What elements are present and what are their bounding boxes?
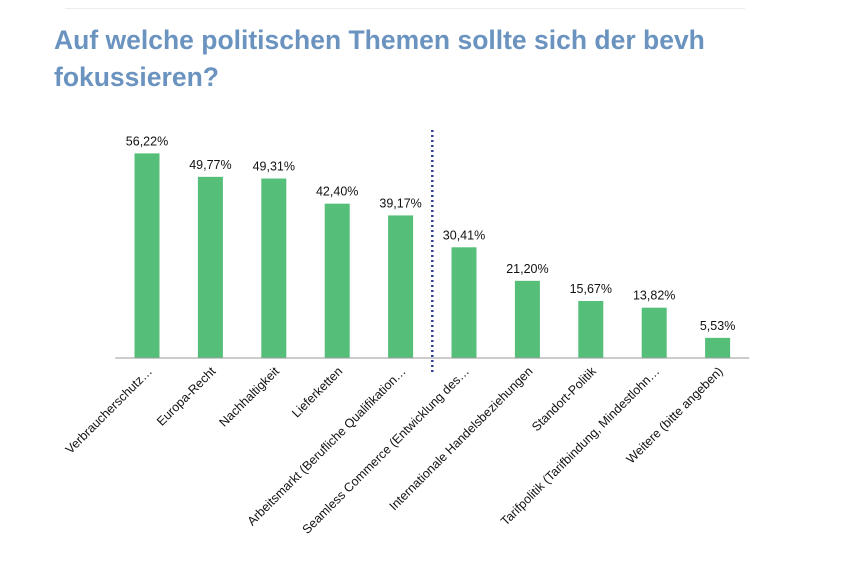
value-label-8: 13,82% xyxy=(633,289,675,303)
bar-0 xyxy=(134,153,160,358)
bar-8 xyxy=(641,307,667,358)
bar-2 xyxy=(261,178,287,358)
value-label-4: 39,17% xyxy=(379,196,421,210)
bar-4 xyxy=(388,215,414,358)
value-label-7: 15,67% xyxy=(570,282,612,296)
value-label-3: 42,40% xyxy=(316,185,358,199)
value-labels-group: 56,22% 49,77% 49,31% 42,40% 39,17% 30,41% 21,2… xyxy=(126,134,736,333)
category-label-0: Verbraucherschutz… xyxy=(63,364,155,456)
value-label-5: 30,41% xyxy=(443,228,485,242)
value-label-2: 49,31% xyxy=(253,160,295,174)
category-label-1: Europa-Recht xyxy=(154,364,219,429)
value-label-0: 56,22% xyxy=(126,134,168,148)
value-label-6: 21,20% xyxy=(506,262,548,276)
chart-title: Auf welche politischen Themen sollte sic… xyxy=(54,25,705,92)
bars-group xyxy=(134,153,731,358)
bar-3 xyxy=(324,203,350,358)
category-label-7: Standort-Politik xyxy=(529,364,599,434)
value-label-9: 5,53% xyxy=(700,319,735,333)
value-label-1: 49,77% xyxy=(189,158,231,172)
category-label-3: Lieferketten xyxy=(289,364,345,420)
category-label-2: Nachhaltigkeit xyxy=(217,364,283,430)
bar-6 xyxy=(514,280,540,358)
bar-5 xyxy=(451,247,477,358)
bar-9 xyxy=(705,337,731,358)
bar-7 xyxy=(578,300,604,358)
category-labels-group: Verbraucherschutz…Europa-RechtNachhaltig… xyxy=(63,364,726,537)
category-label-6: Internationale Handelsbeziehungen xyxy=(387,364,536,513)
bar-1 xyxy=(197,176,223,358)
top-rule xyxy=(65,8,745,9)
